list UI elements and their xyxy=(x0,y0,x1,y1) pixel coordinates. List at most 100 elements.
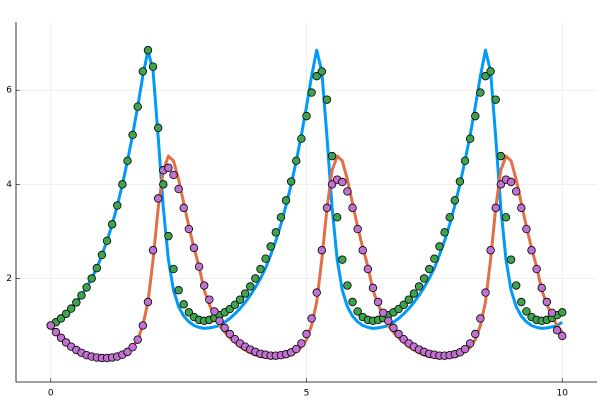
scatter-point xyxy=(107,220,117,229)
scatter-point xyxy=(169,264,178,274)
scatter-point xyxy=(194,262,204,271)
scatter-point xyxy=(56,333,66,342)
scatter-point xyxy=(307,88,316,97)
scatter-point xyxy=(200,281,209,290)
scatter-point xyxy=(353,307,362,316)
scatter-point xyxy=(358,246,367,255)
scatter-point xyxy=(343,187,352,196)
scatter-point xyxy=(425,264,434,274)
scatter-point xyxy=(348,203,357,213)
scatter-point xyxy=(128,342,137,352)
scatter-point xyxy=(440,228,449,237)
scatter-point xyxy=(113,201,122,210)
scatter-point xyxy=(128,130,137,140)
scatter-point xyxy=(148,62,158,71)
scatter-point xyxy=(184,224,194,234)
scatter-point xyxy=(297,339,306,348)
scatter-point xyxy=(189,243,199,253)
x-tick-label: 0 xyxy=(48,389,54,399)
scatter-point xyxy=(522,224,531,234)
scatter-point xyxy=(327,180,337,189)
scatter-point xyxy=(317,246,327,255)
y-tick-label: 4 xyxy=(6,180,12,190)
scatter-point xyxy=(312,288,321,297)
scatter-point xyxy=(476,314,485,323)
scatter-point xyxy=(205,295,214,304)
scatter-point xyxy=(317,67,327,76)
scatter-point xyxy=(51,327,61,337)
scatter-point xyxy=(399,300,408,310)
scatter-point xyxy=(87,274,96,283)
scatter-point xyxy=(159,180,168,189)
scatter-point xyxy=(517,203,526,213)
scatter-point xyxy=(517,297,526,307)
scatter-point xyxy=(414,282,424,291)
scatter-point xyxy=(322,203,332,213)
scatter-point xyxy=(281,196,291,205)
scatter-point xyxy=(215,316,224,326)
scatter-point xyxy=(558,308,567,317)
scatter-point xyxy=(332,213,342,222)
scatter-point xyxy=(511,281,521,290)
scatter-point xyxy=(164,231,173,241)
y-tick-label: 6 xyxy=(6,86,12,96)
scatter-point xyxy=(491,203,500,213)
scatter-point xyxy=(148,246,158,255)
scatter-point xyxy=(552,326,562,335)
scatter-point xyxy=(527,246,536,255)
scatter-point xyxy=(430,254,439,263)
scatter-point xyxy=(486,246,495,255)
scatter-point xyxy=(435,242,444,251)
scatter-point xyxy=(465,134,475,143)
scatter-point xyxy=(486,67,495,76)
scatter-point xyxy=(67,304,76,313)
x-tick-label: 10 xyxy=(556,389,568,399)
scatter-point xyxy=(419,274,429,283)
scatter-point xyxy=(169,170,178,180)
scatter-point xyxy=(450,196,460,205)
scatter-point xyxy=(102,236,112,246)
scatter-point xyxy=(210,307,219,316)
scatter-point xyxy=(184,308,194,317)
scatter-point xyxy=(56,314,66,323)
scatter-point xyxy=(496,151,506,161)
scatter-point xyxy=(246,282,255,291)
scatter-point xyxy=(327,151,337,161)
scatter-point xyxy=(143,46,153,55)
scatter-point xyxy=(133,102,142,111)
scatter-point xyxy=(511,187,521,196)
scatter-point xyxy=(302,329,311,339)
scatter-point xyxy=(348,297,357,307)
scatter-point xyxy=(61,309,71,318)
scatter-point xyxy=(271,228,281,237)
scatter-point xyxy=(343,281,352,290)
scatter-point xyxy=(532,264,541,274)
scatter-point xyxy=(46,321,55,330)
scatter-point xyxy=(384,316,393,326)
scatter-point xyxy=(97,250,107,260)
scatter-point xyxy=(471,111,480,121)
scatter-point xyxy=(542,297,552,307)
scatter-point xyxy=(501,213,511,222)
scatter-point xyxy=(82,283,91,292)
line-series xyxy=(49,48,564,330)
scatter-point xyxy=(379,308,388,318)
scatter-point xyxy=(465,339,475,348)
scatter-point xyxy=(491,95,500,104)
scatter-point xyxy=(256,264,265,274)
scatter-point xyxy=(394,329,403,339)
scatter-point xyxy=(307,314,316,323)
scatter-point xyxy=(522,307,531,316)
scatter-point xyxy=(225,329,234,339)
scatter-point xyxy=(72,298,81,307)
scatter-point xyxy=(460,156,470,166)
scatter-point xyxy=(179,203,188,213)
scatter-point xyxy=(363,264,373,274)
scatter-point xyxy=(404,295,413,304)
scatter-point xyxy=(123,347,132,357)
scatter-point xyxy=(138,321,148,330)
scatter-point xyxy=(506,177,516,187)
scatter-point xyxy=(92,263,102,273)
scatter-point xyxy=(292,344,301,354)
